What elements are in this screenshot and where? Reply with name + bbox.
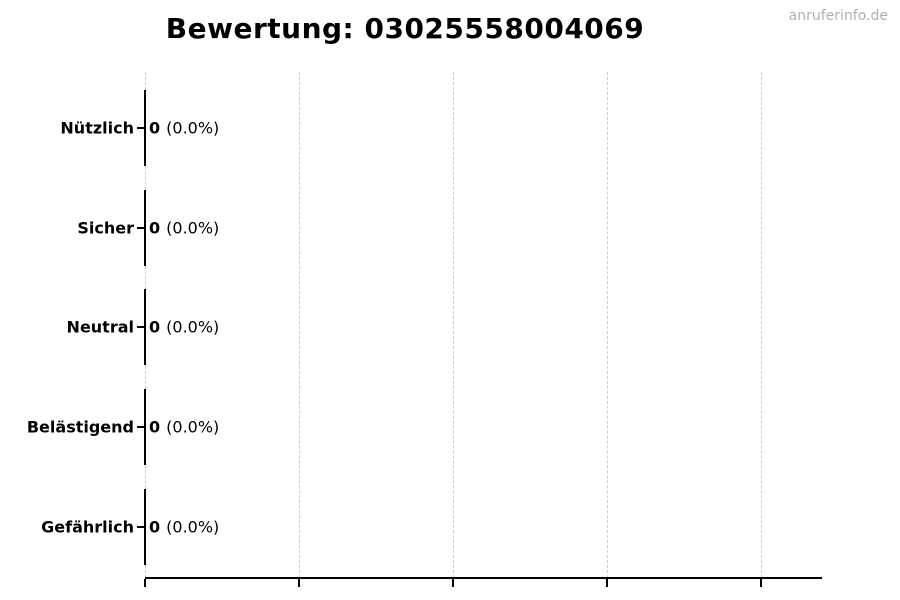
- y-tick: [137, 227, 144, 229]
- bar-row: Neutral 0 (0.0%): [0, 289, 900, 365]
- y-tick: [137, 326, 144, 328]
- bar-row: Nützlich 0 (0.0%): [0, 90, 900, 166]
- value-count: 0: [149, 417, 161, 437]
- y-tick: [137, 127, 144, 129]
- bar-row: Gefährlich 0 (0.0%): [0, 489, 900, 565]
- gridline: [453, 72, 454, 578]
- category-label: Sicher: [77, 218, 134, 238]
- bar-zero-edge: [144, 389, 146, 465]
- x-tick: [452, 579, 454, 587]
- bar-zero-edge: [144, 190, 146, 266]
- category-label: Neutral: [66, 317, 134, 337]
- x-tick: [144, 579, 146, 587]
- value-label: 0 (0.0%): [149, 518, 219, 537]
- gridline: [761, 72, 762, 578]
- chart-title: Bewertung: 03025558004069: [165, 12, 645, 45]
- gridline: [607, 72, 608, 578]
- x-tick: [760, 579, 762, 587]
- value-count: 0: [149, 517, 161, 537]
- value-count: 0: [149, 218, 161, 238]
- bar-row: Belästigend 0 (0.0%): [0, 389, 900, 465]
- x-tick: [298, 579, 300, 587]
- gridline: [299, 72, 300, 578]
- bar-zero-edge: [144, 90, 146, 166]
- value-label: 0 (0.0%): [149, 318, 219, 337]
- value-percent: (0.0%): [166, 517, 220, 537]
- value-percent: (0.0%): [166, 218, 220, 238]
- category-label: Nützlich: [60, 118, 134, 138]
- category-label: Belästigend: [26, 417, 134, 437]
- category-label: Gefährlich: [41, 517, 134, 537]
- x-tick: [606, 579, 608, 587]
- value-percent: (0.0%): [166, 417, 220, 437]
- value-percent: (0.0%): [166, 317, 220, 337]
- value-count: 0: [149, 317, 161, 337]
- value-label: 0 (0.0%): [149, 418, 219, 437]
- y-tick: [137, 526, 144, 528]
- value-count: 0: [149, 118, 161, 138]
- x-axis-line: [145, 577, 822, 579]
- value-percent: (0.0%): [166, 118, 220, 138]
- value-label: 0 (0.0%): [149, 219, 219, 238]
- value-label: 0 (0.0%): [149, 119, 219, 138]
- bar-zero-edge: [144, 289, 146, 365]
- y-tick: [137, 426, 144, 428]
- bar-row: Sicher 0 (0.0%): [0, 190, 900, 266]
- bar-zero-edge: [144, 489, 146, 565]
- watermark: anruferinfo.de: [788, 8, 888, 24]
